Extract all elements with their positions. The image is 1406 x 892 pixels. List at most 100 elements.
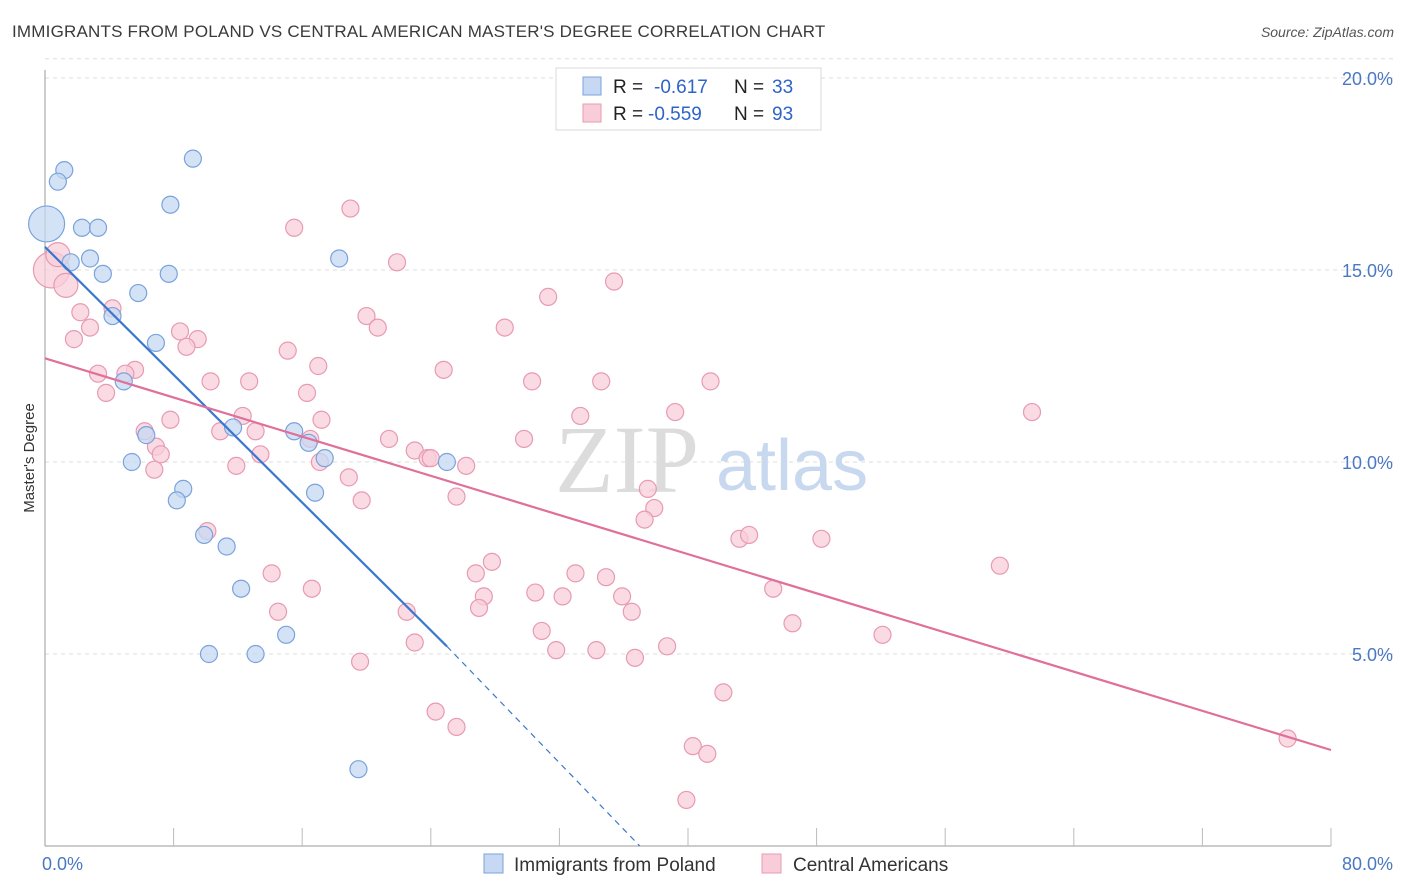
scatter-point: [129, 283, 148, 303]
scatter-point: [612, 587, 632, 606]
y-tick-label: 10.0%: [1342, 453, 1393, 473]
y-axis-label: Master's Degree: [21, 403, 38, 513]
scatter-point: [251, 445, 270, 464]
scatter-point: [96, 383, 116, 402]
scatter-point: [103, 306, 122, 326]
scatter-point: [701, 372, 720, 391]
source-label: Source: ZipAtlas.com: [1260, 24, 1394, 40]
legend-r-label-2: R =: [613, 104, 643, 125]
trend-line-poland-extension: [446, 645, 641, 847]
scatter-point: [783, 614, 802, 633]
scatter-point: [426, 702, 445, 721]
scatter-point: [28, 205, 66, 243]
legend-r-label-1: R =: [613, 77, 643, 98]
scatter-point: [48, 172, 67, 191]
bottom-legend: Immigrants from Poland Central Americans: [483, 853, 948, 876]
bottom-legend-swatch-pink: [761, 853, 782, 874]
scatter-point: [312, 410, 331, 429]
scatter-point: [482, 552, 501, 571]
scatter-point: [635, 510, 654, 529]
scatter-point: [146, 333, 166, 353]
scatter-point: [167, 491, 186, 510]
legend-n-value-1: 33: [772, 77, 793, 98]
legend-n-label-1: N =: [734, 77, 764, 98]
scatter-point: [232, 579, 251, 598]
scatter-point: [217, 537, 236, 556]
scatter-point: [64, 330, 84, 349]
scatter-point: [379, 429, 399, 449]
scatter-point: [240, 372, 259, 391]
scatter-point: [199, 644, 219, 664]
series-immigrants-from-poland: [28, 149, 456, 779]
scatter-point: [183, 149, 202, 168]
scatter-point: [151, 445, 170, 464]
scatter-point: [522, 372, 542, 391]
scatter-point: [299, 433, 318, 452]
scatter-point: [434, 360, 453, 379]
scatter-point: [683, 737, 702, 756]
chart-title: IMMIGRANTS FROM POLAND VS CENTRAL AMERIC…: [12, 22, 826, 41]
trend-line-central-americans: [44, 357, 1332, 752]
scatter-point: [469, 598, 489, 618]
scatter-point: [72, 218, 92, 237]
legend-r-value-2: -0.559: [648, 104, 702, 125]
scatter-point: [339, 468, 358, 487]
scatter-point: [278, 341, 297, 360]
legend-n-value-2: 93: [772, 104, 793, 125]
scatter-point: [159, 264, 178, 283]
scatter-point: [145, 460, 164, 479]
scatter-point: [547, 641, 566, 660]
scatter-point: [161, 410, 180, 429]
x-tick-label: 0.0%: [42, 854, 83, 874]
scatter-point: [368, 318, 387, 337]
scatter-point: [80, 249, 100, 268]
scatter-point: [553, 587, 572, 606]
scatter-point: [421, 449, 440, 468]
scatter-point: [61, 253, 80, 272]
scatter-point: [352, 491, 371, 510]
scatter-point: [677, 790, 696, 810]
legend-r-value-1: -0.617: [654, 77, 708, 98]
scatter-point: [93, 264, 112, 283]
scatter-point: [122, 452, 141, 472]
scatter-point: [437, 452, 456, 472]
scatter-point: [698, 744, 717, 763]
scatter-point: [350, 652, 370, 671]
scatter-point: [223, 418, 243, 437]
scatter-point: [566, 564, 585, 583]
legend-box: R = -0.617 N = 33 R = -0.559 N = 93: [555, 67, 822, 131]
legend-swatch-pink: [582, 103, 602, 123]
y-tick-label: 20.0%: [1342, 69, 1393, 89]
bottom-legend-swatch-blue: [483, 853, 504, 874]
scatter-point: [466, 564, 485, 583]
x-tick-labels: 0.0% 80.0%: [42, 854, 1393, 874]
y-tick-label: 15.0%: [1342, 261, 1393, 281]
scatter-point: [137, 426, 156, 445]
scatter-point: [571, 406, 590, 426]
trend-lines: [44, 246, 1332, 847]
legend-swatch-blue: [582, 76, 602, 96]
scatter-point: [341, 199, 360, 218]
scatter-point: [447, 717, 466, 737]
scatter-point: [277, 625, 296, 644]
scatter-point: [526, 583, 545, 602]
scatter-point: [309, 356, 328, 376]
scatter-point: [285, 218, 304, 237]
scatter-point: [387, 253, 407, 272]
scatter-point: [227, 456, 246, 475]
scatter-point: [714, 683, 733, 702]
scatter-point: [457, 456, 476, 475]
scatter-point: [71, 303, 90, 322]
scatter-point: [246, 644, 265, 664]
scatter-point: [539, 287, 558, 306]
scatter-point: [315, 449, 334, 468]
x-tick-marks: [173, 828, 1332, 846]
legend-n-label-2: N =: [734, 104, 764, 125]
scatter-point: [330, 249, 349, 268]
series-central-americans: [32, 199, 1297, 810]
scatter-point: [622, 602, 641, 621]
scatter-point: [80, 318, 100, 337]
scatter-point: [658, 637, 677, 656]
scatter-point: [297, 383, 317, 402]
